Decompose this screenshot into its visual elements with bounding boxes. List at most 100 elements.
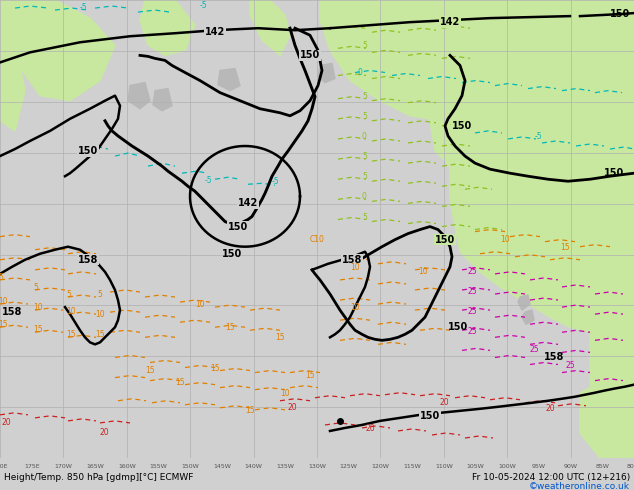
- Text: 10: 10: [0, 297, 8, 306]
- Text: 158: 158: [78, 255, 98, 265]
- Text: 15: 15: [560, 243, 569, 252]
- Text: 5: 5: [362, 172, 367, 181]
- Polygon shape: [430, 71, 634, 232]
- Text: 0: 0: [362, 193, 367, 201]
- Text: 25: 25: [565, 361, 574, 369]
- Text: 10: 10: [280, 389, 290, 398]
- Text: 140W: 140W: [245, 464, 262, 468]
- Text: 80W: 80W: [627, 464, 634, 468]
- Text: 125W: 125W: [340, 464, 358, 468]
- Text: 5: 5: [362, 41, 367, 50]
- Text: 20: 20: [365, 424, 375, 433]
- Text: 180E: 180E: [0, 464, 8, 468]
- Text: 150: 150: [610, 9, 630, 19]
- Text: 10: 10: [500, 235, 510, 244]
- Polygon shape: [580, 372, 634, 458]
- Text: 150: 150: [300, 50, 320, 60]
- Text: 158: 158: [544, 352, 564, 363]
- Text: 5: 5: [0, 273, 3, 282]
- Text: -5: -5: [535, 132, 543, 141]
- Text: 150: 150: [78, 146, 98, 156]
- Text: 142: 142: [205, 27, 225, 37]
- Text: 120W: 120W: [372, 464, 389, 468]
- Text: 15: 15: [0, 320, 8, 329]
- Text: 5: 5: [33, 283, 38, 292]
- Text: 15: 15: [95, 330, 105, 339]
- Polygon shape: [590, 282, 634, 433]
- Text: 90W: 90W: [564, 464, 578, 468]
- Text: -5: -5: [272, 177, 280, 186]
- Text: 15: 15: [145, 366, 155, 374]
- Text: 25: 25: [468, 287, 477, 296]
- Text: 130W: 130W: [308, 464, 326, 468]
- Text: 105W: 105W: [467, 464, 484, 468]
- Text: 15: 15: [275, 333, 285, 343]
- Text: 15: 15: [66, 330, 75, 339]
- Text: 5: 5: [362, 152, 367, 161]
- Text: 150: 150: [222, 249, 242, 259]
- Text: 150: 150: [435, 235, 455, 245]
- Text: 0: 0: [362, 132, 367, 141]
- Text: 5: 5: [362, 213, 367, 221]
- Text: 20: 20: [440, 398, 450, 407]
- Text: 20: 20: [545, 404, 555, 413]
- Text: 5: 5: [66, 290, 71, 299]
- Text: 142: 142: [440, 17, 460, 27]
- Text: 0: 0: [358, 68, 363, 76]
- Text: 10: 10: [33, 303, 42, 312]
- Text: -5: -5: [205, 176, 212, 185]
- Text: 150: 150: [228, 221, 248, 232]
- Text: Fr 10-05-2024 12:00 UTC (12+216): Fr 10-05-2024 12:00 UTC (12+216): [472, 472, 630, 482]
- Text: 158: 158: [2, 307, 22, 317]
- Polygon shape: [0, 40, 25, 131]
- Text: 150: 150: [420, 411, 440, 421]
- Text: 160W: 160W: [118, 464, 136, 468]
- Text: 15: 15: [305, 370, 315, 380]
- Text: 150W: 150W: [181, 464, 199, 468]
- Text: 100W: 100W: [498, 464, 516, 468]
- Text: 155W: 155W: [150, 464, 167, 468]
- Polygon shape: [450, 141, 634, 337]
- Text: 170W: 170W: [55, 464, 72, 468]
- Text: 10: 10: [350, 263, 359, 272]
- Text: 10: 10: [66, 307, 75, 316]
- Polygon shape: [318, 63, 335, 83]
- Text: 150: 150: [604, 168, 624, 178]
- Polygon shape: [128, 83, 150, 109]
- Text: -5: -5: [200, 1, 207, 10]
- Polygon shape: [0, 0, 115, 100]
- Text: 10: 10: [350, 303, 359, 312]
- Text: 25: 25: [468, 327, 477, 336]
- Text: 158: 158: [342, 255, 362, 265]
- Polygon shape: [518, 295, 530, 310]
- Text: C10: C10: [310, 235, 325, 244]
- Text: 15: 15: [225, 323, 235, 332]
- Text: 10: 10: [95, 310, 105, 319]
- Text: 165W: 165W: [86, 464, 104, 468]
- Text: 145W: 145W: [213, 464, 231, 468]
- Text: 20: 20: [100, 428, 110, 437]
- Text: 15: 15: [245, 406, 255, 415]
- Text: 115W: 115W: [403, 464, 421, 468]
- Text: 15: 15: [33, 325, 42, 334]
- Text: 25: 25: [530, 345, 540, 354]
- Text: 150: 150: [448, 322, 469, 332]
- Polygon shape: [320, 0, 634, 126]
- Text: ©weatheronline.co.uk: ©weatheronline.co.uk: [529, 482, 630, 490]
- Text: 5: 5: [362, 92, 367, 100]
- Polygon shape: [250, 0, 290, 55]
- Text: 150: 150: [452, 121, 472, 131]
- Polygon shape: [140, 0, 195, 55]
- Text: 95W: 95W: [532, 464, 546, 468]
- Text: 25: 25: [468, 307, 477, 316]
- Text: 20: 20: [2, 418, 11, 427]
- Text: 10: 10: [195, 300, 205, 309]
- Text: Height/Temp. 850 hPa [gdmp][°C] ECMWF: Height/Temp. 850 hPa [gdmp][°C] ECMWF: [4, 472, 193, 482]
- Polygon shape: [522, 310, 534, 324]
- Text: 85W: 85W: [595, 464, 609, 468]
- Polygon shape: [153, 89, 172, 111]
- Text: -5: -5: [80, 3, 87, 12]
- Text: 175E: 175E: [24, 464, 39, 468]
- Text: 135W: 135W: [276, 464, 294, 468]
- Text: 20: 20: [288, 403, 297, 412]
